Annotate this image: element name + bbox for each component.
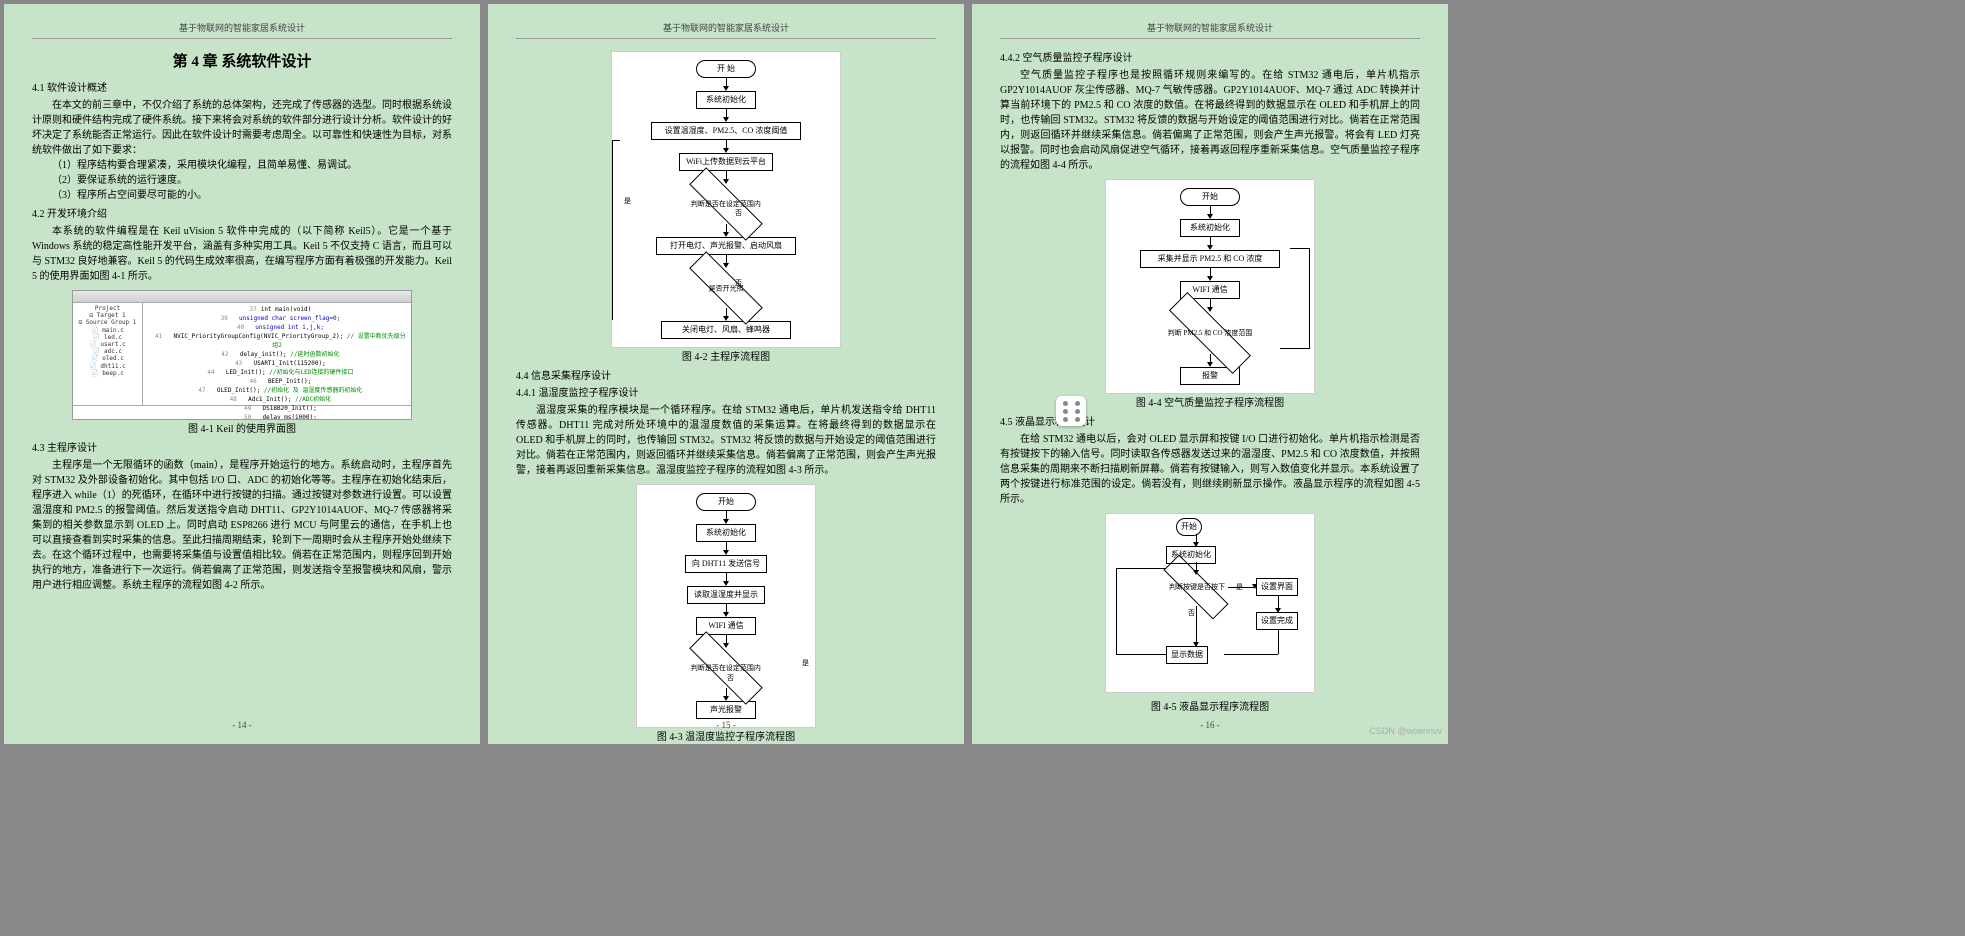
page-3: 基于物联网的智能家居系统设计 4.4.2 空气质量监控子程序设计 空气质量监控子…	[972, 4, 1448, 744]
sec-4-2: 4.2 开发环境介绍	[32, 207, 452, 222]
chapter-title: 第 4 章 系统软件设计	[32, 51, 452, 74]
page-num-1: - 14 -	[4, 719, 480, 733]
doc-header: 基于物联网的智能家居系统设计	[1000, 22, 1420, 39]
sec-4-3: 4.3 主程序设计	[32, 441, 452, 456]
doc-header: 基于物联网的智能家居系统设计	[32, 22, 452, 39]
page-num-2: - 15 -	[488, 719, 964, 733]
fig-4-3: 开始 系统初始化 向 DHT11 发送信号 读取温湿度并显示 WIFI 通信 判…	[516, 484, 936, 728]
watermark: CSDN @woennvv	[1369, 725, 1442, 739]
sec-4-4-2: 4.4.2 空气质量监控子程序设计	[1000, 51, 1420, 66]
flow-node: 关闭电灯、风扇、蜂鸣器	[661, 321, 791, 339]
flow-node: 打开电灯、声光报警、启动风扇	[656, 237, 796, 255]
para-4-5: 在给 STM32 通电以后，会对 OLED 显示屏和按键 I/O 口进行初始化。…	[1000, 432, 1420, 507]
req-2: （2）要保证系统的运行速度。	[32, 173, 452, 188]
sec-4-1: 4.1 软件设计概述	[32, 81, 452, 96]
flow-node: 系统初始化	[696, 524, 756, 542]
ide-tree: Project ⊟ Target 1 ⊟ Source Group 1 📄 ma…	[73, 303, 143, 405]
fig-4-4: 开始 系统初始化 采集并显示 PM2.5 和 CO 浓度 WIFI 通信 判断 …	[1000, 179, 1420, 394]
sec-4-4-1: 4.4.1 温湿度监控子程序设计	[516, 386, 936, 401]
keil-screenshot: Project ⊟ Target 1 ⊟ Source Group 1 📄 ma…	[72, 290, 412, 420]
page-1: 基于物联网的智能家居系统设计 第 4 章 系统软件设计 4.1 软件设计概述 在…	[4, 4, 480, 744]
fig-4-1-caption: 图 4-1 Keil 的使用界面图	[32, 422, 452, 437]
req-1: （1）程序结构要合理紧凑，采用模块化编程，且简单易懂、易调试。	[32, 158, 452, 173]
fig-4-5: 开始 系统初始化 判断按键是否按下 是 否 设置界面 设置完成 显示数据	[1000, 513, 1420, 698]
flow-node: 采集并显示 PM2.5 和 CO 浓度	[1140, 250, 1280, 268]
flow-node: 开始	[1180, 188, 1240, 206]
para-4-1: 在本文的前三章中，不仅介绍了系统的总体架构，还完成了传感器的选型。同时根据系统设…	[32, 98, 452, 158]
flow-node: 开始	[696, 493, 756, 511]
para-4-2: 本系统的软件编程是在 Keil uVision 5 软件中完成的（以下简称 Ke…	[32, 224, 452, 284]
doc-header: 基于物联网的智能家居系统设计	[516, 22, 936, 39]
ide-code: 37int main(void) 39 unsigned char screen…	[143, 303, 411, 405]
sec-4-4: 4.4 信息采集程序设计	[516, 369, 936, 384]
para-4-4-2: 空气质量监控子程序也是按照循环规则来编写的。在给 STM32 通电后，单片机指示…	[1000, 68, 1420, 173]
fig-4-5-caption: 图 4-5 液晶显示程序流程图	[1000, 700, 1420, 715]
flow-node: 系统初始化	[1180, 219, 1240, 237]
flow-node: WiFi上传数据到云平台	[679, 153, 773, 171]
flow-node: 设置温湿度、PM2.5、CO 浓度阈值	[651, 122, 801, 140]
fig-4-2-caption: 图 4-2 主程序流程图	[516, 350, 936, 365]
req-3: （3）程序所占空间要尽可能的小。	[32, 188, 452, 203]
flowchart-4-5: 开始 系统初始化 判断按键是否按下 是 否 设置界面 设置完成 显示数据	[1105, 513, 1315, 693]
fig-4-2: 开 始 系统初始化 设置温湿度、PM2.5、CO 浓度阈值 WiFi上传数据到云…	[516, 51, 936, 348]
flow-node: 读取温湿度并显示	[687, 586, 765, 604]
para-4-3: 主程序是一个无限循环的函数（main），是程序开始运行的地方。系统启动时，主程序…	[32, 458, 452, 593]
flow-node: 向 DHT11 发送信号	[685, 555, 767, 573]
dice-icon[interactable]	[1056, 396, 1086, 426]
fig-4-1: Project ⊟ Target 1 ⊟ Source Group 1 📄 ma…	[32, 290, 452, 420]
page-2: 基于物联网的智能家居系统设计 开 始 系统初始化 设置温湿度、PM2.5、CO …	[488, 4, 964, 744]
flow-node: 系统初始化	[696, 91, 756, 109]
para-4-4-1: 温湿度采集的程序模块是一个循环程序。在给 STM32 通电后，单片机发送指令给 …	[516, 403, 936, 478]
flow-node: 开 始	[696, 60, 756, 78]
